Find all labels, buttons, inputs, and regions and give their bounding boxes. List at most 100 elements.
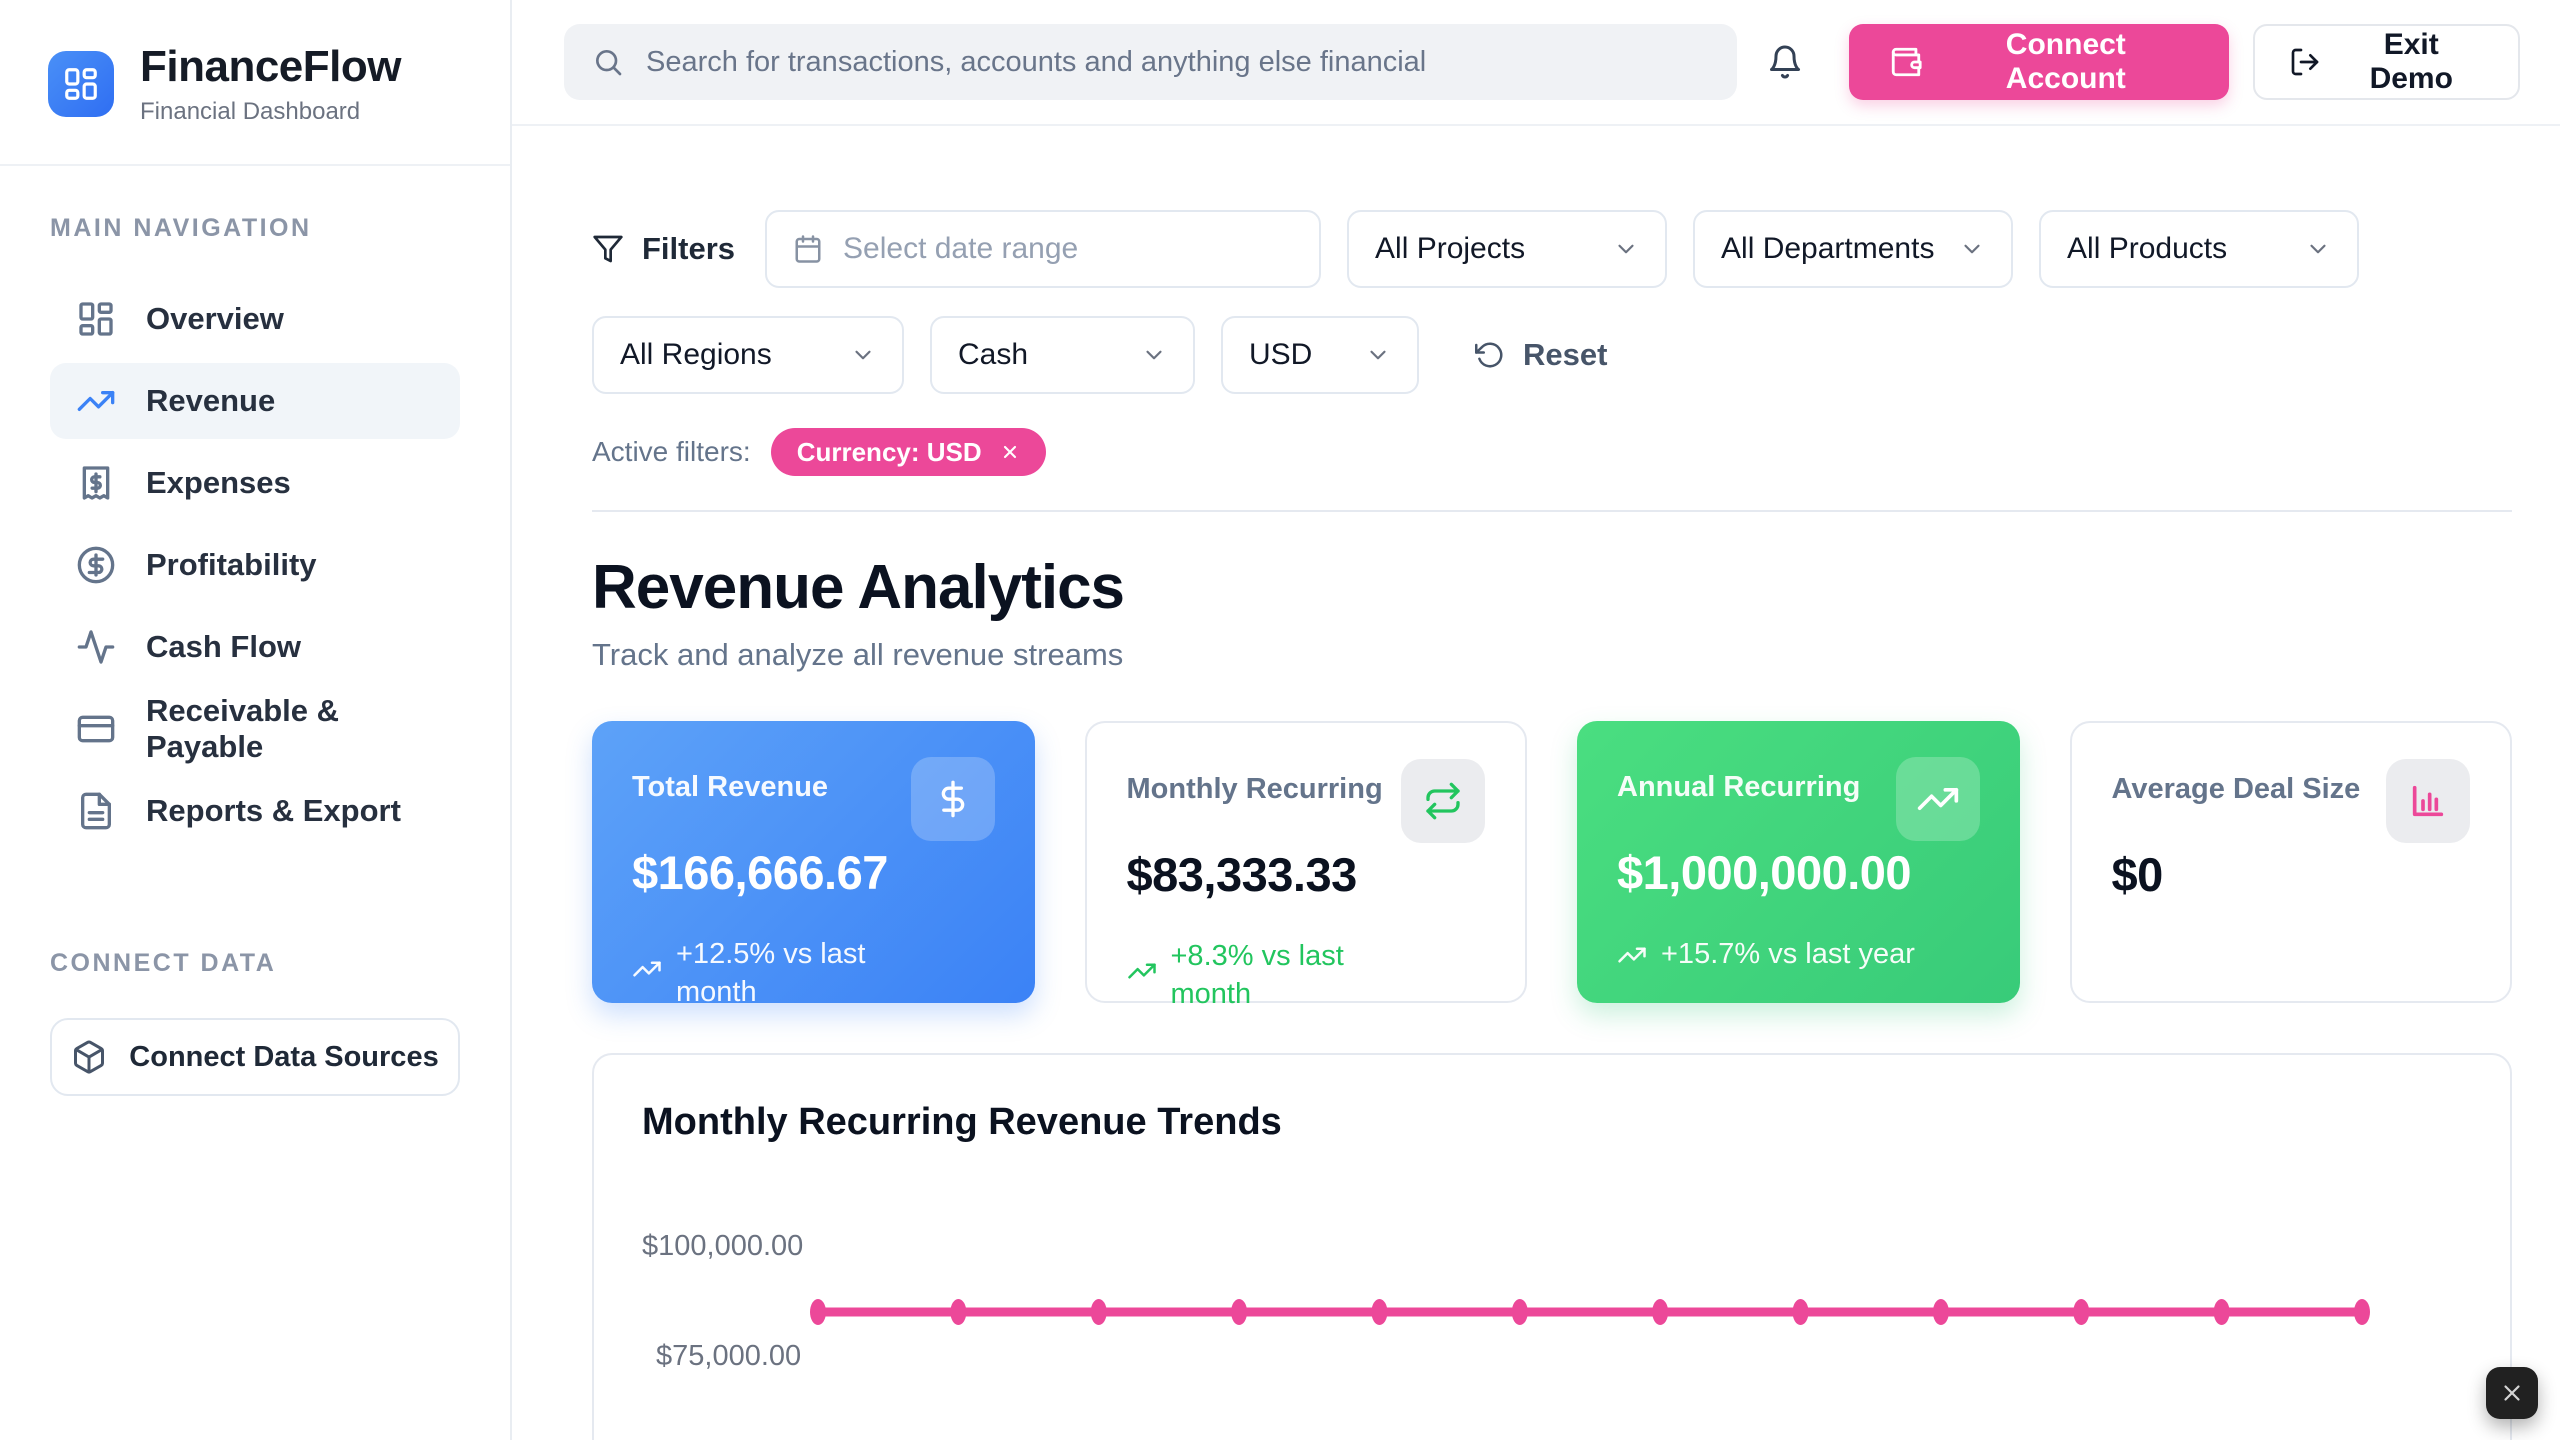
y-axis-tick: $100,000.00 <box>642 1230 804 1262</box>
metric-value: $166,666.67 <box>632 846 888 899</box>
sidebar-item-expenses[interactable]: Expenses <box>50 445 460 521</box>
y-axis-tick: $75,000.00 <box>656 1340 802 1372</box>
top-bar: Connect Account Exit Demo <box>512 0 2560 126</box>
active-filters-row: Active filters: Currency: USD <box>592 428 2512 476</box>
currency-select[interactable]: USD <box>1221 316 1419 394</box>
main-navigation-label: MAIN NAVIGATION <box>50 214 312 242</box>
chevron-down-icon <box>1141 342 1167 368</box>
filters-row-2: All Regions Cash USD Reset <box>592 316 2512 394</box>
sidebar-item-reports-export[interactable]: Reports & Export <box>50 773 460 849</box>
connect-data-label: CONNECT DATA <box>50 949 277 977</box>
metric-value: $0 <box>2111 848 2164 901</box>
dashboard-icon <box>76 299 116 339</box>
chevron-down-icon <box>850 342 876 368</box>
page-subtitle: Track and analyze all revenue streams <box>592 637 1124 672</box>
log-out-icon <box>2289 46 2321 78</box>
sidebar-item-label: Profitability <box>146 547 317 582</box>
departments-select[interactable]: All Departments <box>1693 210 2014 288</box>
metric-card-total-revenue: Total Revenue $166,666.67 +12.5% vs last… <box>592 721 1035 1008</box>
brand-tagline: Financial Dashboard <box>140 98 361 125</box>
sidebar-item-label: Expenses <box>146 465 291 500</box>
active-filter-chip-currency[interactable]: Currency: USD <box>770 428 1046 476</box>
sidebar-item-overview[interactable]: Overview <box>50 281 460 357</box>
trending-up-icon <box>76 381 116 421</box>
sidebar-item-receivable-payable[interactable]: Receivable & Payable <box>50 691 460 767</box>
metric-title: Annual Recurring <box>1617 771 1861 803</box>
connect-data-sources-button[interactable]: Connect Data Sources <box>50 1018 460 1096</box>
metric-title: Total Revenue <box>632 771 829 803</box>
sidebar: FinanceFlow Financial Dashboard MAIN NAV… <box>0 0 512 1440</box>
chevron-down-icon <box>1613 236 1639 262</box>
regions-select[interactable]: All Regions <box>592 316 904 394</box>
receipt-icon <box>76 463 116 503</box>
notifications-button[interactable] <box>1767 44 1803 80</box>
main-navigation: MAIN NAVIGATION Overview Revenue Expense… <box>0 166 510 849</box>
search-input[interactable] <box>646 45 1710 79</box>
trending-up-icon <box>1895 757 1980 841</box>
accounting-method-select[interactable]: Cash <box>930 316 1195 394</box>
metric-title: Average Deal Size <box>2111 773 2361 805</box>
mrr-line-series <box>810 1299 2370 1325</box>
close-icon <box>2499 1380 2525 1406</box>
dollar-icon <box>910 757 995 841</box>
metric-trend: +8.3% vs last month <box>1127 938 1486 1013</box>
box-icon <box>71 1039 107 1075</box>
main-area: Connect Account Exit Demo Filters All Pr… <box>512 0 2560 1440</box>
mrr-trends-chart-card: Monthly Recurring Revenue Trends $100,00… <box>592 1053 2512 1440</box>
search-icon <box>592 46 624 78</box>
sidebar-item-label: Receivable & Payable <box>146 693 339 764</box>
sidebar-item-revenue[interactable]: Revenue <box>50 363 460 439</box>
trending-up-icon <box>1617 940 1647 970</box>
reset-filters-button[interactable]: Reset <box>1475 337 1607 373</box>
date-range-field[interactable] <box>765 210 1322 288</box>
rotate-ccw-icon <box>1475 340 1505 370</box>
projects-select[interactable]: All Projects <box>1347 210 1668 288</box>
section-divider <box>592 510 2512 512</box>
file-text-icon <box>76 791 116 831</box>
chart-title: Monthly Recurring Revenue Trends <box>642 1101 1282 1143</box>
search-box <box>564 24 1738 100</box>
connect-data-section: CONNECT DATA Connect Data Sources <box>0 849 510 1096</box>
metric-card-monthly-recurring: Monthly Recurring $83,333.33 +8.3% vs la… <box>1084 721 1527 1010</box>
metric-trend: +15.7% vs last year <box>1617 936 1980 974</box>
bell-icon <box>1767 44 1803 80</box>
content: Filters All Projects All Departments All… <box>512 126 2560 1440</box>
metric-trend: +12.5% vs last month <box>632 936 995 1011</box>
chevron-down-icon <box>2305 236 2331 262</box>
close-widget-button[interactable] <box>2486 1367 2538 1419</box>
sidebar-item-label: Reports & Export <box>146 793 401 828</box>
connect-account-button[interactable]: Connect Account <box>1849 24 2229 100</box>
credit-card-icon <box>76 709 116 749</box>
close-icon[interactable] <box>1000 442 1020 462</box>
sidebar-item-cash-flow[interactable]: Cash Flow <box>50 609 460 685</box>
sidebar-item-label: Cash Flow <box>146 629 302 664</box>
activity-icon <box>76 627 116 667</box>
trending-up-icon <box>632 936 662 984</box>
metric-card-annual-recurring: Annual Recurring $1,000,000.00 +15.7% vs… <box>1577 721 2020 1003</box>
products-select[interactable]: All Products <box>2039 210 2360 288</box>
metric-card-average-deal-size: Average Deal Size $0 <box>2069 721 2512 1003</box>
funnel-icon <box>592 233 624 265</box>
dollar-circle-icon <box>76 545 116 585</box>
page-title: Revenue Analytics <box>592 553 1125 622</box>
metric-value: $83,333.33 <box>1126 848 1358 901</box>
metric-value: $1,000,000.00 <box>1617 846 1912 899</box>
exit-demo-button[interactable]: Exit Demo <box>2252 24 2521 100</box>
filters-row-1: Filters All Projects All Departments All… <box>592 210 2512 288</box>
brand-logo-icon <box>48 51 114 117</box>
bar-chart-icon <box>2386 759 2470 843</box>
active-filters-label: Active filters: <box>592 436 751 467</box>
metric-title: Monthly Recurring <box>1126 773 1383 805</box>
date-range-input[interactable] <box>843 232 1294 266</box>
sidebar-item-profitability[interactable]: Profitability <box>50 527 460 603</box>
repeat-icon <box>1401 759 1485 843</box>
wallet-icon <box>1889 45 1923 79</box>
chevron-down-icon <box>1365 342 1391 368</box>
metric-cards: Total Revenue $166,666.67 +12.5% vs last… <box>592 721 2512 1010</box>
calendar-icon <box>793 234 823 264</box>
chart-plot-area: $100,000.00 $75,000.00 $50,000.00 <box>642 1202 2462 1440</box>
sidebar-item-label: Overview <box>146 301 284 336</box>
trending-up-icon <box>1127 938 1157 986</box>
sidebar-item-label: Revenue <box>146 383 276 418</box>
filters-label: Filters <box>592 231 739 267</box>
